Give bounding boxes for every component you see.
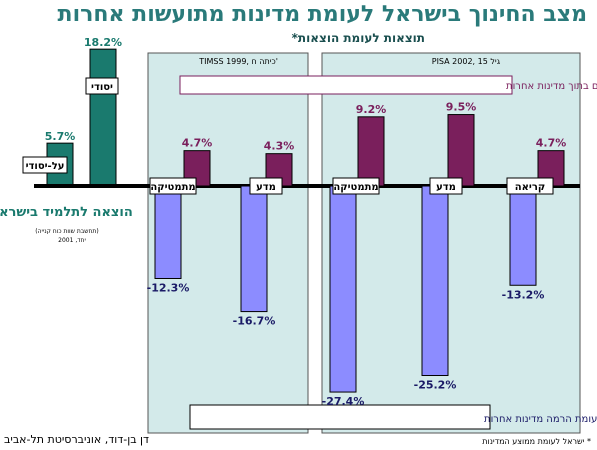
- level-value-label: -25.2%: [414, 379, 457, 392]
- panel-name-timss: TIMSS 1999, כיתה ח': [198, 57, 278, 66]
- gap-value-label: 4.7%: [536, 137, 567, 150]
- panel-name-pisa: PISA 2002, גיל 15: [432, 57, 501, 66]
- spending-value-label: 18.2%: [84, 36, 122, 49]
- spending-category-label: על-יסודי: [26, 161, 65, 172]
- level-bar: [154, 185, 182, 279]
- level-value-label: -27.4%: [322, 395, 365, 408]
- category-label: מדע: [436, 182, 456, 193]
- spending-bar: [89, 48, 117, 187]
- category-label-box: [506, 177, 554, 195]
- gap-value-label: 4.7%: [182, 137, 213, 150]
- gap-value-label: 4.3%: [264, 140, 295, 153]
- gap-bar: [447, 114, 475, 187]
- spending-category-label: יסודי: [91, 82, 113, 93]
- gap-value-label: 9.2%: [356, 103, 387, 116]
- spending-note: (תחשבת שוות כוח קנייה): [35, 228, 98, 235]
- level-value-label: -13.2%: [502, 288, 545, 301]
- level-bar: [509, 185, 537, 286]
- spending-caption: הוצאה לתלמיד בישראל: [0, 205, 133, 220]
- footer-author: דן בן-דוד, אוניברסיטת תל-אביב: [4, 433, 150, 446]
- category-label-box: [149, 177, 197, 195]
- gaps-annotation-box: [179, 75, 513, 95]
- category-label-box: [429, 177, 463, 195]
- spending-category-label-box: [22, 156, 68, 174]
- category-label: קריאה: [515, 182, 545, 193]
- levels-annotation: רמת ההישגים בישראל לעומת הרמה מדינות אחר…: [484, 414, 597, 425]
- gap-bar: [357, 116, 385, 187]
- category-label-box: [249, 177, 283, 195]
- level-value-label: -16.7%: [233, 315, 276, 328]
- footer-note: * ישראל לעומת ממוצע המדינות: [482, 437, 591, 446]
- category-label-box: [332, 177, 380, 195]
- category-label: מדע: [256, 182, 276, 193]
- levels-annotation-box: [189, 404, 491, 430]
- category-label: מתמטיקה: [333, 182, 378, 193]
- gap-value-label: 9.5%: [446, 101, 477, 114]
- level-value-label: -12.3%: [147, 281, 190, 294]
- gaps-annotation: פערים בין תלמידים בישראל לעומת פערים בתו…: [506, 81, 597, 92]
- spending-category-label-box: [85, 77, 119, 95]
- level-bar: [329, 185, 357, 393]
- page-subtitle: תוצאות לעומת הוצאות*: [291, 31, 425, 45]
- spending-note2: יחד, 2001: [58, 237, 86, 244]
- category-label: מתמטיקה: [150, 182, 195, 193]
- spending-value-label: 5.7%: [45, 130, 76, 143]
- level-bar: [421, 185, 449, 377]
- level-bar: [240, 185, 268, 313]
- page-title: מצב החינוך בישראל לעומת מדינות מתועשות א…: [57, 2, 587, 27]
